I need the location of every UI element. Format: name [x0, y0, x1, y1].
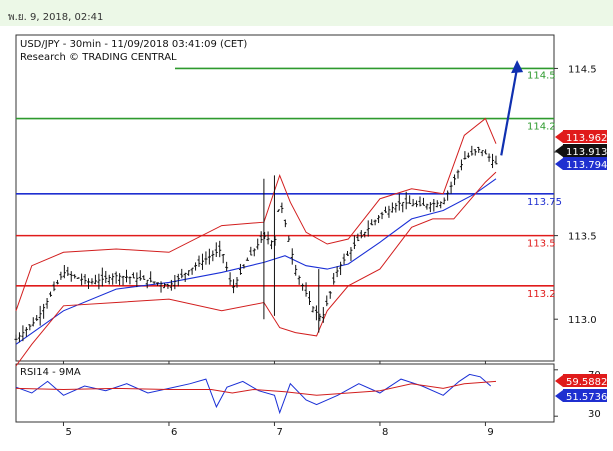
y-tick-label: 113.5 — [568, 232, 597, 243]
chart-title: USD/JPY - 30min - 11/09/2018 03:41:09 (C… — [20, 39, 247, 50]
rsi-y-tick-label: 30 — [588, 409, 601, 420]
level-label: 114.5 — [527, 70, 556, 81]
price-tag — [563, 157, 607, 170]
x-tick-label: 9 — [487, 427, 493, 438]
rsi-tag-label: 59.5882 — [566, 377, 607, 388]
level-label: 113.75 — [527, 197, 562, 208]
x-tick-label: 8 — [382, 427, 388, 438]
rsi-tag — [563, 374, 607, 387]
price-tag-pointer — [555, 145, 563, 157]
rsi-tag-pointer — [555, 375, 563, 387]
chart-subtitle: Research © TRADING CENTRAL — [20, 52, 177, 63]
rsi-tag — [563, 389, 607, 402]
top-bar: พ.ย. 9, 2018, 02:41 — [0, 0, 613, 26]
level-label: 114.2 — [527, 122, 556, 133]
projection-arrow — [500, 67, 519, 156]
x-tick-label: 6 — [171, 427, 177, 438]
price-tag-pointer — [555, 158, 563, 170]
rsi-tag-label: 51.5736 — [566, 392, 607, 403]
price-tag-label: 113.962 — [566, 133, 607, 144]
level-label: 113.2 — [527, 289, 556, 300]
rsi-series-rsi14 — [15, 373, 492, 415]
rsi-series-9ma — [15, 380, 497, 396]
price-panel-frame — [15, 34, 555, 362]
rsi-tag-pointer — [555, 390, 563, 402]
price-tag-pointer — [555, 131, 563, 143]
y-tick-label: 113.0 — [568, 315, 597, 326]
series-ma — [15, 178, 497, 345]
x-tick-label: 7 — [276, 427, 282, 438]
y-tick-label: 114.5 — [568, 64, 597, 75]
level-label: 113.5 — [527, 239, 556, 250]
series-lower-band — [15, 171, 497, 367]
price-tag — [563, 130, 607, 143]
price-tag-label: 113.794 — [566, 160, 607, 171]
price-tag — [563, 144, 607, 157]
rsi-panel-frame — [15, 363, 555, 423]
price-tag-label: 113.913 — [566, 147, 607, 158]
datetime-label: พ.ย. 9, 2018, 02:41 — [8, 12, 104, 23]
rsi-title: RSI14 - 9MA — [20, 367, 81, 378]
projection-arrowhead — [511, 60, 524, 74]
x-tick-label: 5 — [65, 427, 71, 438]
series-upper-band — [15, 117, 497, 311]
